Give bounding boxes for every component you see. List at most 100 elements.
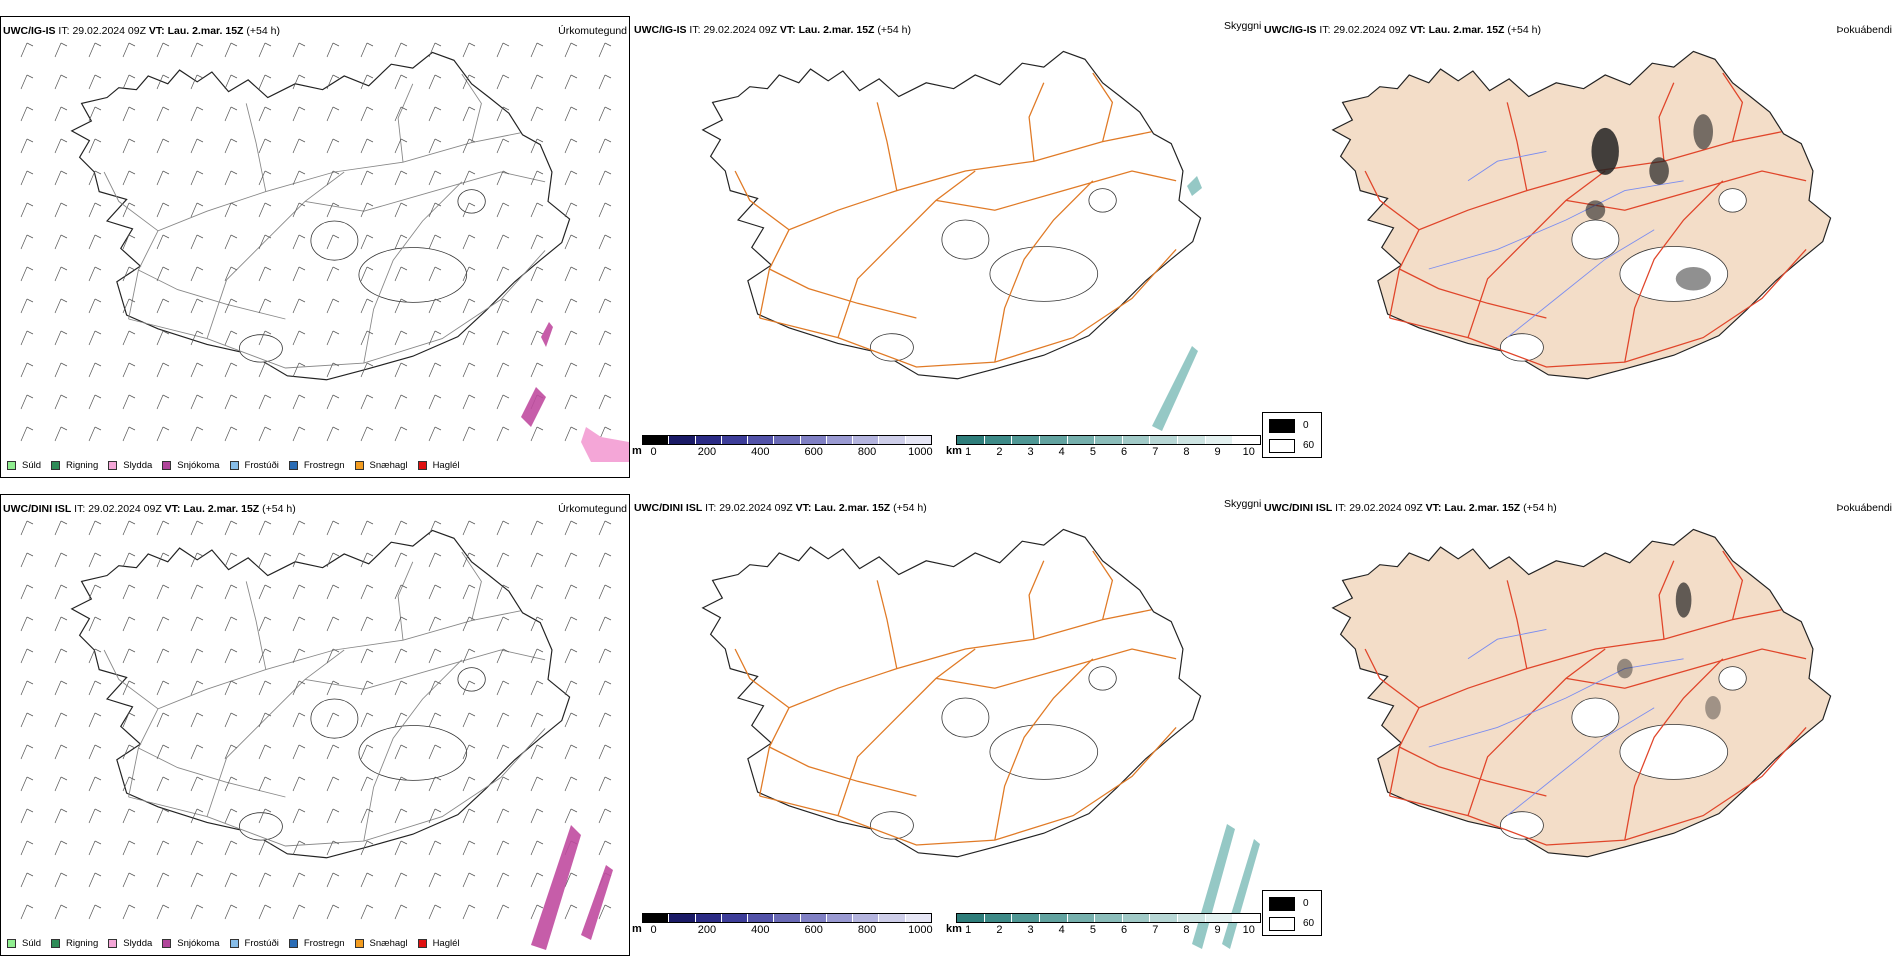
wind-barb [190,202,204,218]
wind-barb [462,266,476,282]
legend-item: Rigning [51,938,98,949]
wind-barb [462,712,476,728]
colorbar-tick: 4 [1058,924,1065,936]
wind-barb [428,680,442,696]
colorbar-step [748,436,775,444]
wind-barb [54,648,68,664]
legend-item: Frostúði [229,460,279,471]
wind-barb [564,776,578,792]
glacier-outline [238,334,283,363]
legend-label: Súld [22,460,42,471]
wind-barb [360,74,374,90]
legend-label: Snjókoma [177,938,220,949]
wind-barb [292,362,306,378]
wind-barb [428,202,442,218]
wind-barb [428,74,442,90]
wind-barb [326,776,340,792]
road-line [1467,170,1606,338]
wind-barb [326,520,340,536]
wind-barb [326,584,340,600]
road-line [1624,180,1724,363]
wind-barb [20,426,34,442]
wind-barb [54,42,68,58]
wind-barb [496,552,510,568]
wind-barb [88,520,102,536]
glacier-outline [358,725,468,781]
wind-barb [292,106,306,122]
wind-barb [292,552,306,568]
wind-barb [360,266,374,282]
legend-swatch [108,939,118,948]
wind-barb [394,840,408,856]
wind-barb [88,904,102,920]
fog-area [1585,200,1606,220]
wind-barb [394,680,408,696]
fog-area [1616,658,1633,679]
wind-barb [224,202,238,218]
colorbar-tick: 7 [1152,446,1159,458]
wind-barb [564,744,578,760]
legend-swatch [162,939,172,948]
wind-barb [598,266,612,282]
panel-title: UWC/IG-IS IT: 29.02.2024 09Z VT: Lau. 2.… [3,25,280,37]
wind-barb [88,808,102,824]
wind-barb [224,394,238,410]
wind-barb [496,362,510,378]
wind-barb [20,552,34,568]
colorbar-tick: 10 [1242,446,1255,458]
wind-barb [122,808,136,824]
colorbar-step [1067,914,1096,922]
legend-label: Snjókoma [177,460,220,471]
wind-barb [598,234,612,250]
variable-label: Skyggni [1224,20,1262,32]
wind-barb [598,394,612,410]
wind-barb [360,520,374,536]
glacier-outline [1499,333,1544,362]
wind-barb [530,520,544,536]
colorbar-gradient [956,913,1261,923]
wind-barb [428,138,442,154]
wind-barb [258,520,272,536]
colorbar-tick: 9 [1214,924,1221,936]
wind-barb [190,648,204,664]
wind-barb [598,74,612,90]
wind-barb [258,394,272,410]
wind-barb [428,266,442,282]
road-line [876,580,898,669]
colorbar-step [957,914,985,922]
legend-swatch [288,461,298,470]
fog-index-legend-row1: 0 60 [1262,412,1322,458]
legend-item: Snæhagl [354,460,408,471]
wind-barb [360,584,374,600]
iceland-coastline [70,529,571,859]
legend-item: Súld [7,938,41,949]
wind-barb [258,744,272,760]
wind-barb [156,616,170,632]
fog-legend-swatch [1269,439,1295,453]
legend-label: Frostregn [303,460,345,471]
wind-barb [496,648,510,664]
wind-barb [54,330,68,346]
wind-barb [530,680,544,696]
wind-barb [564,330,578,346]
wind-barb [258,680,272,696]
wind-barb [224,904,238,920]
wind-barb [156,776,170,792]
wind-barb [564,362,578,378]
wind-barb [496,904,510,920]
wind-barb [496,712,510,728]
wind-barb [20,42,34,58]
colorbar-step [826,436,854,444]
visibility-colorbar-row2: 1 2 3 4 5 6 7 8 9 10 km [946,913,1261,937]
wind-barb [360,744,374,760]
panel-title: UWC/IG-IS IT: 29.02.2024 09Z VT: Lau. 2.… [634,24,911,36]
wind-barb [224,138,238,154]
river-line [1467,628,1547,660]
wind-barb [156,552,170,568]
wind-barb [88,680,102,696]
wind-barb [88,648,102,664]
wind-barb [428,712,442,728]
low-visibility-area [1152,346,1198,431]
wind-barb [88,42,102,58]
wind-barb [462,904,476,920]
